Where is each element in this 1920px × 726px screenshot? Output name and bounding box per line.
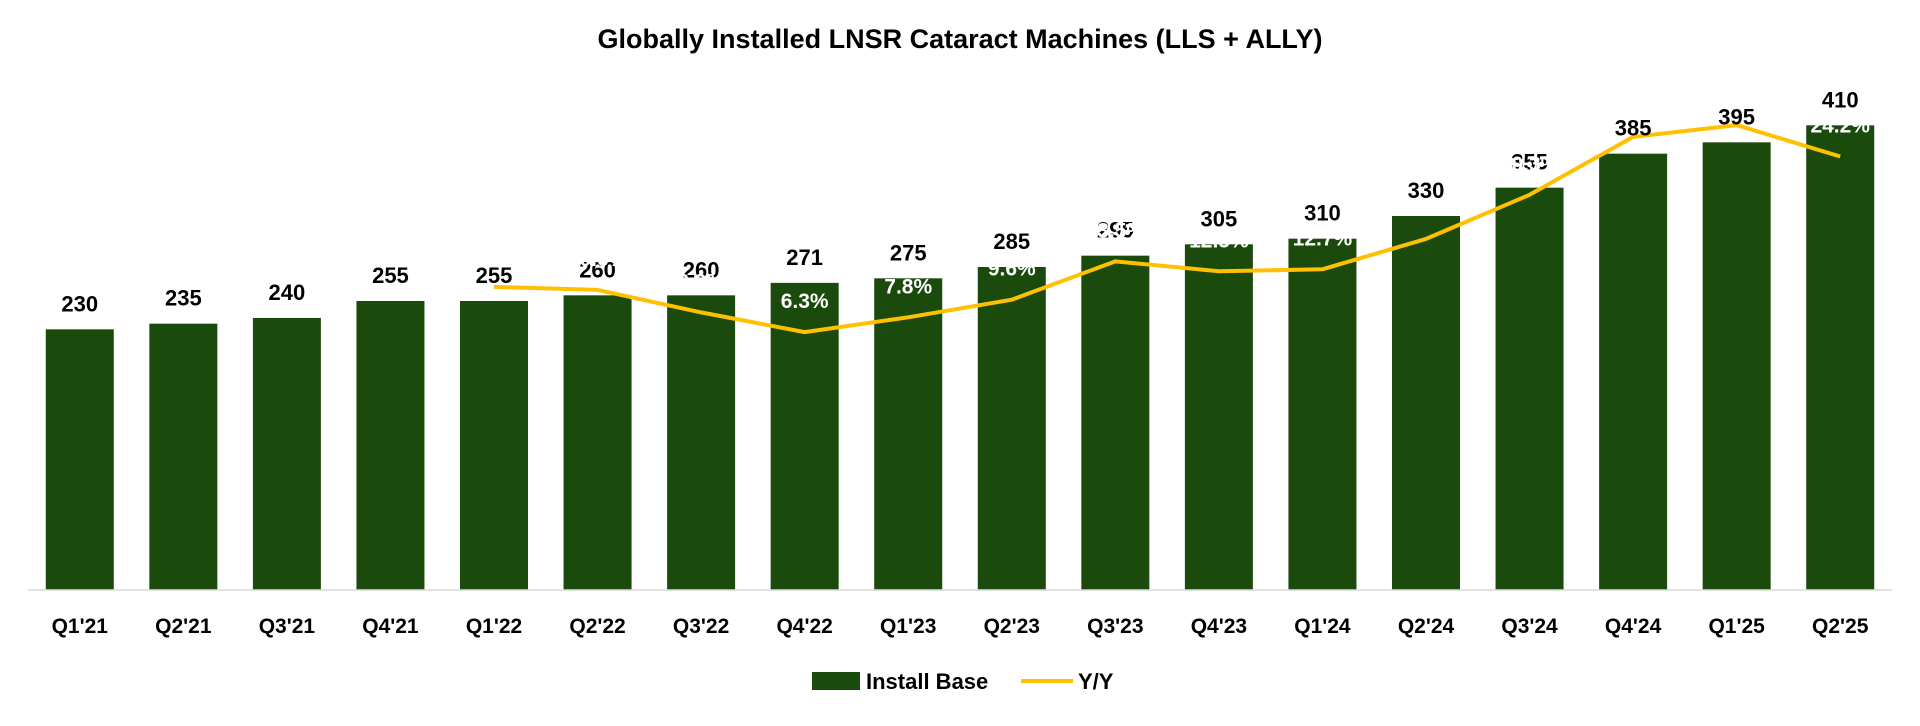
x-tick-label: Q1'21 [52, 615, 109, 638]
bar-Q1'25 [1702, 142, 1771, 591]
yoy-value-label: 24.2% [1810, 115, 1870, 138]
bar-Q3'24 [1495, 187, 1564, 590]
bar-Q1'23 [874, 278, 943, 590]
yoy-value-label: 12.7% [1293, 227, 1353, 250]
bar-Q2'22 [563, 295, 632, 590]
x-tick-label: Q2'25 [1812, 615, 1869, 638]
bar-value-label: 255 [476, 263, 513, 288]
bar-value-label: 305 [1201, 206, 1238, 231]
bar-value-label: 285 [993, 229, 1030, 254]
x-tick-label: Q3'21 [259, 615, 316, 638]
bar-value-label: 235 [165, 286, 202, 311]
x-tick-label: Q3'22 [673, 615, 729, 638]
bar-Q3'22 [667, 295, 736, 590]
x-tick-label: Q1'25 [1708, 615, 1765, 638]
legend-label-yoy: Y/Y [1078, 669, 1114, 694]
bar-value-label: 240 [269, 280, 306, 305]
yoy-value-label: 20.3% [1500, 153, 1560, 176]
chart-title: Globally Installed LNSR Cataract Machine… [598, 24, 1323, 54]
bar-value-label: 260 [683, 257, 720, 282]
bar-Q3'23 [1081, 255, 1150, 590]
x-tick-label: Q4'24 [1605, 615, 1662, 638]
yoy-value-label: 9.6% [988, 258, 1036, 281]
yoy-line [493, 123, 1841, 335]
yoy-value-label: 7.8% [884, 275, 932, 298]
yoy-value-label: 8.3% [677, 270, 725, 293]
bar-value-label: 271 [786, 245, 823, 270]
x-tick-label: Q1'23 [880, 615, 936, 638]
legend-label-install-base: Install Base [866, 669, 988, 694]
yoy-value-label: 10.9% [464, 245, 524, 268]
bar-value-label: 410 [1822, 87, 1859, 112]
yoy-value-label: 27.4% [1707, 83, 1767, 106]
x-tick-label: Q2'24 [1398, 615, 1455, 638]
yoy-value-label: 15.8% [1396, 197, 1456, 220]
bar-value-label: 385 [1615, 116, 1652, 141]
yoy-value-label: 13.5% [1086, 219, 1146, 242]
x-tick-label: Q1'24 [1294, 615, 1351, 638]
bar-Q1'21 [45, 329, 114, 590]
bar-Q1'24 [1288, 238, 1357, 590]
bar-value-label: 260 [579, 257, 616, 282]
bar-value-label: 330 [1408, 178, 1445, 203]
bar-value-label: 310 [1304, 201, 1341, 226]
bar-value-label: 230 [61, 291, 98, 316]
x-tick-label: Q2'23 [984, 615, 1040, 638]
x-tick-label: Q2'21 [155, 615, 212, 638]
x-tick-label: Q3'23 [1087, 615, 1143, 638]
labels-layer: 230 235 240 255 255 260 260 271 275 285 295 305 310 3… [61, 83, 1870, 316]
bar-value-label: 395 [1718, 104, 1755, 129]
bar-Q4'24 [1599, 153, 1668, 590]
bars-layer [45, 125, 1875, 591]
bar-Q3'21 [252, 318, 321, 590]
yoy-value-label: 6.3% [781, 290, 829, 313]
yoy-line-layer [493, 123, 1841, 335]
bar-Q4'21 [356, 301, 425, 590]
bar-Q2'25 [1806, 125, 1875, 590]
bar-value-label: 295 [1097, 218, 1134, 243]
bar-Q2'23 [977, 267, 1046, 590]
bar-value-label: 355 [1511, 150, 1548, 175]
yoy-value-label: 26.2% [1603, 95, 1663, 118]
legend-swatch-install-base [812, 672, 860, 690]
x-tick-label: Q1'22 [466, 615, 522, 638]
x-tick-label: Q4'23 [1191, 615, 1247, 638]
x-tick-label: Q3'24 [1501, 615, 1558, 638]
yoy-value-label: 10.6% [568, 248, 628, 271]
bar-value-label: 275 [890, 240, 927, 265]
yoy-value-label: 12.5% [1189, 229, 1249, 252]
x-tick-label: Q4'21 [362, 615, 419, 638]
x-tick-label: Q4'22 [776, 615, 832, 638]
x-tick-layer: Q1'21 Q2'21 Q3'21 Q4'21 Q1'22 Q2'22 Q3'22 Q4'22… [52, 615, 1869, 638]
bar-Q2'24 [1392, 216, 1460, 590]
bar-value-label: 255 [372, 263, 409, 288]
bar-Q1'22 [460, 301, 528, 590]
bar-Q2'21 [149, 323, 218, 590]
bar-Q4'23 [1184, 244, 1253, 591]
legend: Install Base Y/Y [812, 669, 1114, 694]
x-tick-label: Q2'22 [569, 615, 625, 638]
